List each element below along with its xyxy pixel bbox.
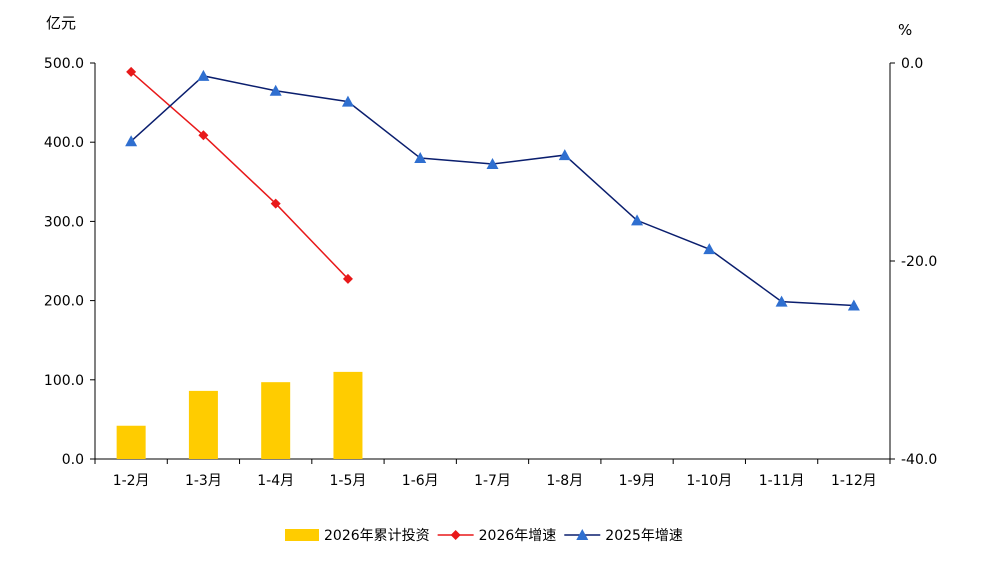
left-axis: 0.0 100.0 200.0 300.0 400.0 500.0: [44, 56, 96, 468]
data-point: [775, 295, 788, 307]
bar: [116, 425, 146, 459]
data-point: [198, 130, 209, 141]
x-tick-label: 1-5月: [330, 473, 367, 489]
left-tick-label: 300.0: [44, 214, 84, 230]
right-tick-label: 0.0: [901, 56, 923, 72]
left-axis-unit: 亿元: [46, 14, 76, 32]
legend-label: 2026年增速: [479, 528, 557, 544]
data-point: [270, 198, 281, 209]
left-tick-label: 100.0: [44, 373, 84, 389]
data-point: [414, 152, 427, 164]
data-point: [450, 530, 461, 540]
bar: [188, 390, 218, 459]
data-point: [197, 69, 210, 81]
line-series: [125, 66, 860, 311]
series-line: [130, 75, 854, 307]
data-point: [269, 84, 282, 96]
bar-series: [116, 371, 363, 459]
data-point: [126, 66, 137, 77]
x-tick-label: 1-9月: [619, 473, 656, 489]
right-axis: 0.0 -20.0 -40.0: [889, 56, 937, 468]
x-tick-label: 1-8月: [546, 473, 583, 489]
x-tick-label: 1-4月: [257, 473, 294, 489]
data-point: [847, 299, 860, 311]
legend-label: 2026年累计投资: [324, 528, 430, 544]
x-tick-label: 1-2月: [113, 473, 150, 489]
data-point: [341, 95, 354, 107]
left-tick-label: 200.0: [44, 294, 84, 310]
x-tick-label: 1-10月: [686, 473, 732, 489]
right-axis-unit: %: [898, 21, 912, 39]
data-point: [703, 243, 716, 255]
x-tick-label: 1-11月: [759, 473, 805, 489]
bar: [333, 371, 363, 459]
x-tick-label: 1-3月: [185, 473, 222, 489]
legend-label: 2025年增速: [605, 528, 683, 544]
data-point: [342, 273, 353, 284]
data-point: [631, 214, 644, 226]
data-point: [558, 149, 571, 161]
right-tick-label: -40.0: [901, 452, 937, 468]
right-tick-label: -20.0: [901, 254, 937, 270]
left-tick-label: 0.0: [62, 452, 84, 468]
x-axis: 1-2月 1-3月 1-4月 1-5月 1-6月 1-7月 1-8月 1-9月 1-10月 1-1…: [94, 458, 891, 489]
x-tick-label: 1-6月: [402, 473, 439, 489]
left-tick-label: 400.0: [44, 135, 84, 151]
bar: [261, 382, 291, 459]
x-tick-label: 1-7月: [474, 473, 511, 489]
x-tick-label: 1-12月: [831, 473, 877, 489]
data-point: [125, 135, 138, 147]
legend-swatch: [285, 529, 319, 541]
series-line: [130, 71, 349, 280]
legend: 2026年累计投资 2026年增速 2025年增速: [285, 528, 683, 544]
data-point: [486, 157, 499, 169]
data-point: [576, 529, 589, 540]
left-tick-label: 500.0: [44, 56, 84, 72]
